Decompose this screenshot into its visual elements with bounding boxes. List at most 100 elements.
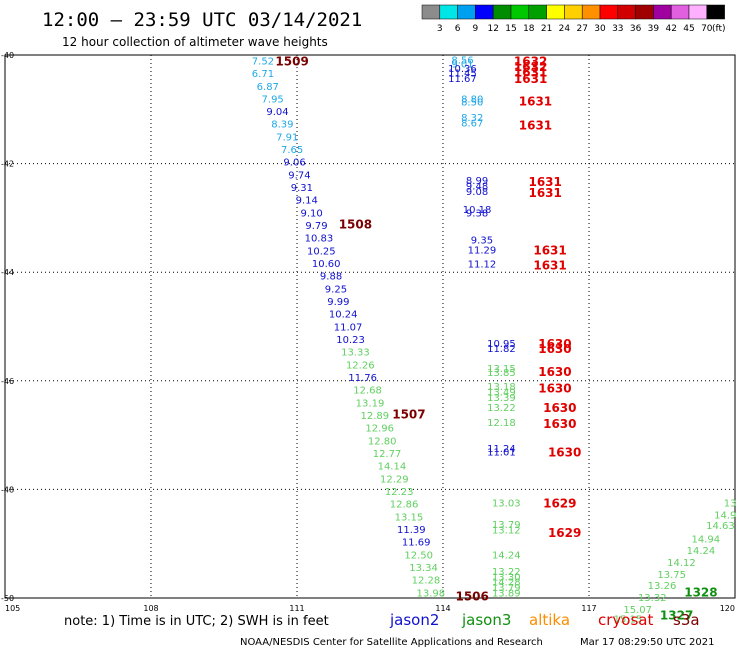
wave-height-point: 11.07 [334,323,363,334]
wave-height-point: 13.26 [648,581,677,592]
wave-height-point: 13.33 [341,347,370,358]
wave-height-point: 11.29 [468,245,497,256]
colorbar-swatch [492,4,512,20]
legend-jason3: jason3 [461,611,511,629]
wave-height-point: 7.52 [252,56,274,67]
wave-height-point: 9.38 [466,208,488,219]
wave-height-point: 11.24 [487,444,516,455]
wave-height-point: 10.95 [487,339,516,350]
wave-height-point: 14.9 [714,510,736,521]
wave-height-point: 14.94 [691,534,720,545]
colorbar-swatch [510,4,530,20]
wave-height-point: 7.95 [262,94,284,105]
wave-height-point: 13.22 [487,403,516,414]
x-tick-label: 111 [289,604,304,613]
colorbar-swatch [635,4,654,20]
legend-s3a: s3a [673,611,700,629]
colorbar-swatch [457,4,476,20]
colorbar-swatch [528,4,547,20]
wave-height-point: 6.87 [257,82,279,93]
time-label: 1328 [684,585,717,599]
time-label: 1630 [548,445,581,459]
wave-height-point: 9.08 [466,187,488,198]
wave-height-point: 12.89 [361,411,390,422]
colorbar-swatch [564,4,583,20]
wave-height-point: 12.29 [380,475,409,486]
wave-height-point: 7.91 [276,132,298,143]
wave-height-point: 9.31 [291,183,313,194]
wave-height-point: 13.30 [492,572,521,583]
wave-height-point: 13.49 [487,388,516,399]
x-tick-label: 114 [435,604,450,613]
satellite-legend: jason2 jason3 altika cryosat s3a [389,611,700,629]
wave-height-point: 14.24 [687,546,716,557]
time-label: 1506 [455,589,488,603]
wave-height-point: 13.15 [395,513,424,524]
time-label: 1630 [538,337,571,351]
time-label: 1630 [538,365,571,379]
wave-height-point: 13.34 [409,563,438,574]
x-tick-label: 108 [143,604,158,613]
y-tick-label: -48 [1,485,14,494]
wave-height-point: 11.82 [487,344,516,355]
wave-height-point: 13.19 [356,399,385,410]
colorbar-tick-label: 39 [648,24,660,34]
colorbar-tick-label: 21 [541,24,552,34]
wave-height-point: 13.98 [417,589,446,600]
colorbar-tick-label: 42 [665,24,676,34]
wave-height-point: 12.28 [412,576,441,587]
wave-height-point: 10.24 [329,309,358,320]
wave-height-point: 8.50 [461,98,483,109]
wave-height-point: 14.14 [378,462,407,473]
time-labels: 1509150815071506163216321631163116311631… [275,54,717,622]
wave-height-point: 12.80 [368,437,397,448]
wave-height-point: 15.15 [614,615,643,626]
wave-height-point: 11.12 [468,260,497,271]
wave-height-point: 13.79 [492,583,521,594]
colorbar-tick-label: 12 [487,24,498,34]
wave-height-point: 13.79 [492,520,521,531]
wave-height-point: 12.23 [385,487,414,498]
colorbar-swatch [475,4,494,20]
x-tick-label: 105 [5,604,20,613]
wave-height-point: 10.60 [312,259,341,270]
wave-height-point: 9.04 [266,107,288,118]
y-tick-label: -50 [1,594,14,603]
wave-height-point: 11.76 [348,373,377,384]
colorbar: 3 6 9 12 15 18 21 24 27 30 33 36 39 42 45 70 [421,4,725,34]
colorbar-swatch [581,4,601,20]
colorbar-swatch [439,4,458,20]
wave-height-point: 12.50 [404,551,433,562]
time-label: 1630 [538,342,571,356]
colorbar-swatch [653,4,672,20]
colorbar-tick-label: 27 [576,24,587,34]
time-label: 1507 [392,407,425,421]
wave-height-point: 10.83 [305,233,334,244]
colorbar-tick-label: 9 [473,24,479,34]
wave-height-point: 9.99 [327,297,349,308]
wave-height-point: 9.35 [471,236,493,247]
wave-height-point: 13.39 [487,393,516,404]
time-label: 1509 [275,54,308,68]
footer-credit: NOAA/NESDIS Center for Satellite Applica… [240,637,543,648]
plot-frame [4,54,736,599]
time-label: 1629 [543,496,576,510]
footer-timestamp: Mar 17 08:29:50 UTC 2021 [580,637,715,648]
time-label: 1629 [548,526,581,540]
time-label: 1631 [528,175,561,189]
wave-height-point: 10.18 [463,205,492,216]
wave-height-point: 9.14 [296,195,318,206]
wave-height-point: 10.25 [307,246,336,257]
time-label: 1631 [514,65,547,79]
colorbar-tick-label: 24 [559,24,571,34]
y-tick-label: -44 [1,268,14,277]
time-label: 1632 [514,54,547,68]
time-label: 1630 [538,381,571,395]
wave-height-point: 8.32 [461,113,483,124]
colorbar-tick-label: 18 [523,24,535,34]
wave-height-point: 12.77 [373,449,402,460]
wave-height-point: 9.79 [305,221,327,232]
wave-height-point: 14.63 [706,521,735,532]
wave-height-point: 15.07 [623,605,652,616]
